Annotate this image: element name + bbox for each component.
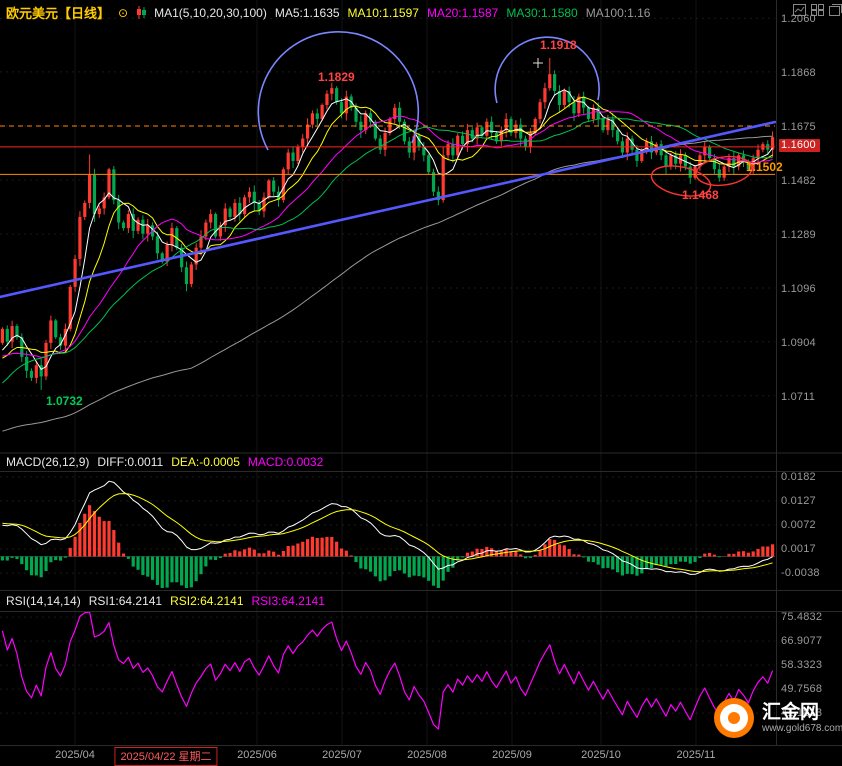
price-annotation: 1.1468 (682, 188, 719, 202)
rsi2-value: RSI2:64.2141 (170, 594, 244, 608)
axis-label: 1.1289 (781, 228, 816, 241)
symbol-title[interactable]: 欧元美元【日线】 (6, 6, 111, 21)
axis-label: 1.1600 (779, 138, 820, 152)
date-label: 2025/10 (581, 749, 621, 761)
macd-header: MACD(26,12,9) DIFF:0.0011 DEA:-0.0005 MA… (6, 455, 323, 469)
panel-separators (0, 0, 842, 746)
axis-label: 1.1868 (781, 66, 816, 79)
price-annotation: 1.1829 (318, 70, 355, 84)
date-label: 2025/04 (55, 749, 95, 761)
axis-label: 0.0072 (781, 518, 816, 531)
rsi-header: RSI(14,14,14) RSI1:64.2141 RSI2:64.2141 … (6, 594, 325, 608)
axis-label: 49.7568 (781, 683, 823, 696)
date-label: 2025/09 (492, 749, 532, 761)
macd-panel (0, 480, 775, 588)
watermark: 汇金网 www.gold678.com (714, 698, 842, 738)
grid-lines (0, 0, 775, 745)
axis-label: 0.0182 (781, 470, 816, 483)
axis-label: -0.0038 (781, 567, 820, 580)
annotations: 1.1829 1.1918 1.0732 1.1468 1.1502 (46, 31, 783, 408)
macd-settings-label: MACD(26,12,9) (6, 455, 90, 469)
axis-label: 1.2060 (781, 13, 816, 26)
rsi1-value: RSI1:64.2141 (88, 594, 163, 608)
date-label: 2025/08 (407, 749, 447, 761)
axis-label: 1.1675 (781, 120, 816, 133)
main-chart-header: 欧元美元【日线】 ⊙ MA1(5,10,20,30,100) MA5:1.163… (6, 3, 650, 22)
axis-label: 58.3323 (781, 659, 823, 672)
price-level-lines (0, 125, 775, 175)
axis-label: 1.0711 (781, 390, 816, 403)
watermark-site-name: 汇金网 (762, 702, 820, 723)
ma5-value: MA5:1.1635 (274, 5, 340, 20)
price-axis: 1.2060 1.1868 1.1675 1.1482 1.1289 1.1096 1.09… (778, 0, 842, 766)
axis-label: 66.9077 (781, 635, 823, 648)
crosshair-date-label: 2025/04/22 星期二 (114, 747, 218, 766)
rsi-panel (1, 611, 774, 730)
ma-lines (2, 89, 773, 432)
ma10-value: MA10:1.1597 (347, 5, 419, 20)
axis-label: 75.4832 (781, 611, 823, 624)
date-label: 2025/06 (237, 749, 277, 761)
ma100-value: MA100:1.16 (585, 5, 651, 20)
candlestick-series (0, 57, 775, 390)
layout-grid-icon[interactable] (811, 4, 824, 16)
candle-icon (137, 6, 147, 19)
date-label: 2025/07 (322, 749, 362, 761)
trend-line (0, 120, 777, 299)
time-axis: 2025/04 2025/04/22 星期二 2025/06 2025/07 2025/… (0, 747, 778, 766)
axis-label: 0.0017 (781, 543, 816, 556)
macd-macd-value: MACD:0.0032 (247, 455, 324, 469)
price-annotation: 1.1502 (746, 160, 783, 174)
axis-label: 1.0904 (781, 336, 816, 349)
rsi-settings-label: RSI(14,14,14) (6, 594, 81, 608)
macd-dea-value: DEA:-0.0005 (171, 455, 240, 469)
price-annotation: 1.1918 (540, 38, 577, 52)
axis-label: 41.1813 (781, 707, 823, 720)
chart-type-icon[interactable] (793, 4, 806, 16)
axis-label: 0.0127 (781, 494, 816, 507)
watermark-url: www.gold678.com (762, 723, 842, 734)
axis-label: 1.1482 (781, 174, 816, 187)
indicator-settings-icon[interactable]: ⊙ (118, 5, 129, 20)
date-label: 2025/11 (676, 749, 716, 761)
ma20-value: MA20:1.1587 (426, 5, 499, 20)
ma-settings-label: MA1(5,10,20,30,100) (154, 5, 267, 20)
price-annotation: 1.0732 (46, 394, 83, 408)
rsi3-value: RSI3:64.2141 (251, 594, 325, 608)
site-logo-icon (714, 698, 754, 738)
ma30-value: MA30:1.1580 (506, 5, 578, 20)
axis-label: 1.1096 (781, 282, 816, 295)
macd-diff-value: DIFF:0.0011 (97, 455, 164, 469)
